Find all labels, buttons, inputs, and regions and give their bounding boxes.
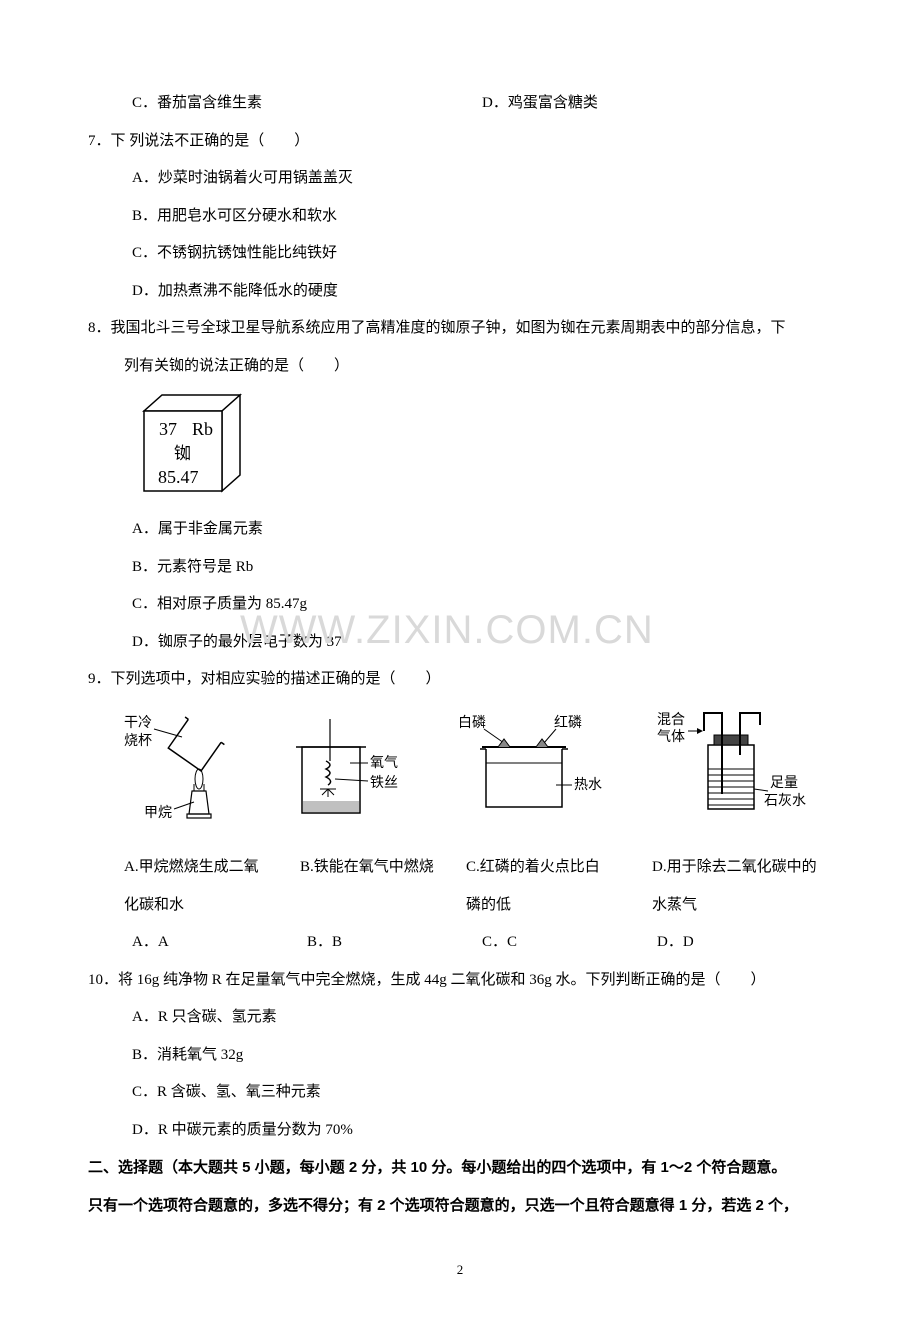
q6-option-c: C．番茄富含维生素 bbox=[132, 85, 482, 123]
q7-option-a: A．炒菜时油锅着火可用锅盖盖灭 bbox=[88, 160, 832, 198]
q9-descriptions-2: 化碳和水 磷的低 水蒸气 bbox=[88, 887, 832, 925]
q7-stem: 7．下 列说法不正确的是（ ） bbox=[88, 123, 832, 161]
q8-stem-line2: 列有关铷的说法正确的是（ ） bbox=[88, 348, 832, 386]
q9-desc-c2: 磷的低 bbox=[466, 887, 646, 925]
q8-option-b: B．元素符号是 Rb bbox=[88, 549, 832, 587]
page-number: 2 bbox=[88, 1254, 832, 1287]
q9-desc-d: D.用于除去二氧化碳中的 bbox=[652, 849, 832, 887]
element-number: 37 bbox=[159, 419, 177, 439]
diagram-d: 混合 气体 bbox=[652, 709, 822, 840]
q9-desc-c: C.红磷的着火点比白 bbox=[466, 849, 646, 887]
label-beaker: 烧杯 bbox=[124, 733, 152, 749]
label-gas: 气体 bbox=[657, 729, 685, 745]
q10-option-b: B．消耗氧气 32g bbox=[88, 1037, 832, 1075]
diagram-a: 干冷 烧杯 甲烷 bbox=[124, 709, 264, 840]
label-iron-wire: 铁丝 bbox=[370, 775, 398, 791]
q9-descriptions: A.甲烷燃烧生成二氧 B.铁能在氧气中燃烧 C.红磷的着火点比白 D.用于除去二… bbox=[88, 849, 832, 887]
section2-line2: 只有一个选项符合题意的，多选不得分；有 2 个选项符合题意的，只选一个且符合题意… bbox=[88, 1187, 832, 1225]
q9-abcd: A．A B．B C．C D．D bbox=[88, 924, 832, 962]
q10-option-c: C．R 含碳、氢、氧三种元素 bbox=[88, 1074, 832, 1112]
q6-options-cd: C．番茄富含维生素 D．鸡蛋富含糖类 bbox=[88, 85, 832, 123]
q8-option-c: C．相对原子质量为 85.47g bbox=[88, 586, 832, 624]
q8-option-a: A．属于非金属元素 bbox=[88, 511, 832, 549]
q9-diagrams: 干冷 烧杯 甲烷 bbox=[88, 709, 832, 840]
q7-option-c: C．不锈钢抗锈蚀性能比纯铁好 bbox=[88, 235, 832, 273]
q9-desc-c1: C.红磷的着火点比白 bbox=[466, 859, 600, 875]
section2-line1: 二、选择题（本大题共 5 小题，每小题 2 分，共 10 分。每小题给出的四个选… bbox=[88, 1149, 832, 1187]
q9-desc-b2 bbox=[300, 887, 460, 925]
q9-desc-d2: 水蒸气 bbox=[652, 887, 832, 925]
q9-desc-b: B.铁能在氧气中燃烧 bbox=[300, 849, 460, 887]
q9-desc-d1: D.用于除去二氧化碳中的 bbox=[652, 859, 817, 875]
q10-stem: 10．将 16g 纯净物 R 在足量氧气中完全燃烧，生成 44g 二氧化碳和 3… bbox=[88, 962, 832, 1000]
label-limewater: 石灰水 bbox=[764, 793, 806, 809]
label-dry-cold: 干冷 bbox=[124, 715, 152, 731]
element-name: 铷 bbox=[174, 444, 191, 463]
q9-desc-a1: A.甲烷燃烧生成二氧 bbox=[124, 859, 259, 875]
diagram-c: 白磷 红磷 热水 bbox=[446, 709, 626, 840]
label-mixed: 混合 bbox=[657, 712, 685, 728]
q10-option-a: A．R 只含碳、氢元素 bbox=[88, 999, 832, 1037]
q6-option-d: D．鸡蛋富含糖类 bbox=[482, 85, 832, 123]
q9-desc-a2: 化碳和水 bbox=[124, 887, 294, 925]
element-mass: 85.47 bbox=[158, 467, 199, 487]
label-excess: 足量 bbox=[770, 775, 798, 791]
q10-option-d: D．R 中碳元素的质量分数为 70% bbox=[88, 1112, 832, 1150]
label-hot-water: 热水 bbox=[574, 777, 602, 793]
label-oxygen: 氧气 bbox=[370, 755, 398, 771]
element-symbol: Rb bbox=[192, 419, 213, 439]
q9-opt-c: C．C bbox=[482, 924, 657, 962]
q9-opt-d: D．D bbox=[657, 924, 832, 962]
q9-stem: 9．下列选项中，对相应实验的描述正确的是（ ） bbox=[88, 661, 832, 699]
label-methane: 甲烷 bbox=[144, 805, 172, 821]
q7-option-b: B．用肥皂水可区分硬水和软水 bbox=[88, 198, 832, 236]
label-red-p: 红磷 bbox=[554, 715, 582, 731]
q9-opt-b: B．B bbox=[307, 924, 482, 962]
q9-desc-a: A.甲烷燃烧生成二氧 bbox=[124, 849, 294, 887]
q8-stem-line1: 8．我国北斗三号全球卫星导航系统应用了高精准度的铷原子钟，如图为铷在元素周期表中… bbox=[88, 310, 832, 348]
q9-opt-a: A．A bbox=[132, 924, 307, 962]
element-box-figure: 37 Rb 铷 85.47 bbox=[132, 393, 832, 503]
diagram-b: 氧气 铁丝 bbox=[290, 709, 420, 840]
label-white-p: 白磷 bbox=[458, 715, 486, 731]
q8-option-d: D．铷原子的最外层电子数为 37 bbox=[88, 624, 832, 662]
q7-option-d: D．加热煮沸不能降低水的硬度 bbox=[88, 273, 832, 311]
